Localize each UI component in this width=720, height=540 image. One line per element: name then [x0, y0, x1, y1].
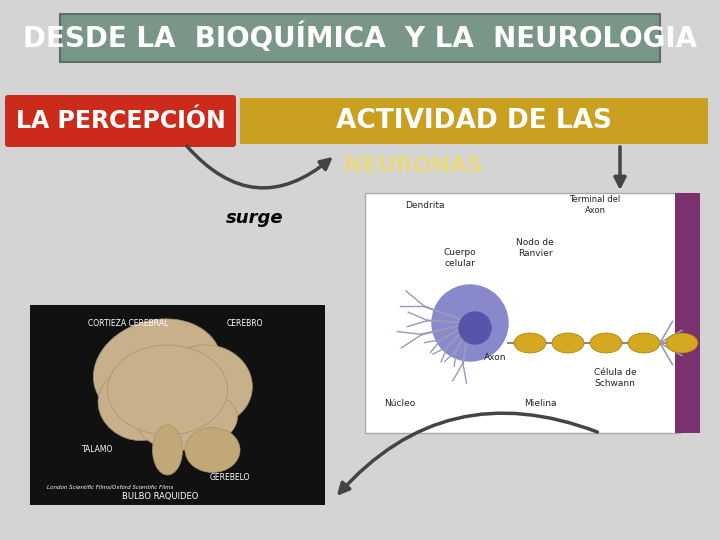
Text: CORTIEZA CEREBRAL: CORTIEZA CEREBRAL — [88, 319, 168, 327]
Ellipse shape — [666, 333, 698, 353]
Text: TALAMO: TALAMO — [82, 446, 114, 455]
Text: surge: surge — [226, 209, 284, 227]
Ellipse shape — [514, 333, 546, 353]
Text: Célula de
Schwann: Célula de Schwann — [594, 368, 636, 388]
Text: Cuerpo
celular: Cuerpo celular — [444, 248, 477, 268]
Text: GEREBELO: GEREBELO — [210, 472, 251, 482]
FancyArrowPatch shape — [339, 413, 598, 493]
Ellipse shape — [552, 333, 584, 353]
Circle shape — [459, 312, 491, 344]
Text: NEURONAS: NEURONAS — [344, 156, 484, 176]
Text: Nodo de
Ranvier: Nodo de Ranvier — [516, 238, 554, 258]
Text: Dendrita: Dendrita — [405, 200, 445, 210]
Ellipse shape — [185, 428, 240, 472]
Text: ACTIVIDAD DE LAS: ACTIVIDAD DE LAS — [336, 108, 612, 134]
Text: London Scientific Films/Oxford Scientific Films: London Scientific Films/Oxford Scientifi… — [47, 484, 174, 489]
Bar — [30, 305, 325, 505]
Ellipse shape — [107, 345, 228, 435]
FancyBboxPatch shape — [240, 98, 708, 144]
Bar — [365, 193, 680, 433]
Ellipse shape — [153, 425, 182, 475]
Text: DESDE LA  BIOQUÍMICA  Y LA  NEUROLOGIA: DESDE LA BIOQUÍMICA Y LA NEUROLOGIA — [23, 23, 697, 53]
Text: Terminal del
Axon: Terminal del Axon — [570, 195, 621, 215]
FancyBboxPatch shape — [60, 14, 660, 62]
Text: LA PERCEPCIÓN: LA PERCEPCIÓN — [16, 109, 225, 133]
Circle shape — [432, 285, 508, 361]
FancyArrowPatch shape — [615, 147, 625, 186]
FancyArrowPatch shape — [186, 146, 330, 188]
Ellipse shape — [590, 333, 622, 353]
Ellipse shape — [98, 369, 177, 441]
Text: CEREBRO: CEREBRO — [227, 319, 264, 327]
Text: Axon: Axon — [484, 354, 506, 362]
Ellipse shape — [163, 345, 252, 425]
Bar — [675, 193, 700, 433]
Text: Mielina: Mielina — [523, 399, 557, 408]
Text: Núcleo: Núcleo — [384, 399, 415, 408]
Ellipse shape — [94, 319, 222, 421]
Ellipse shape — [628, 333, 660, 353]
Ellipse shape — [138, 390, 238, 450]
FancyBboxPatch shape — [5, 95, 236, 147]
Text: BULBO RAQUIDEO: BULBO RAQUIDEO — [122, 492, 198, 502]
